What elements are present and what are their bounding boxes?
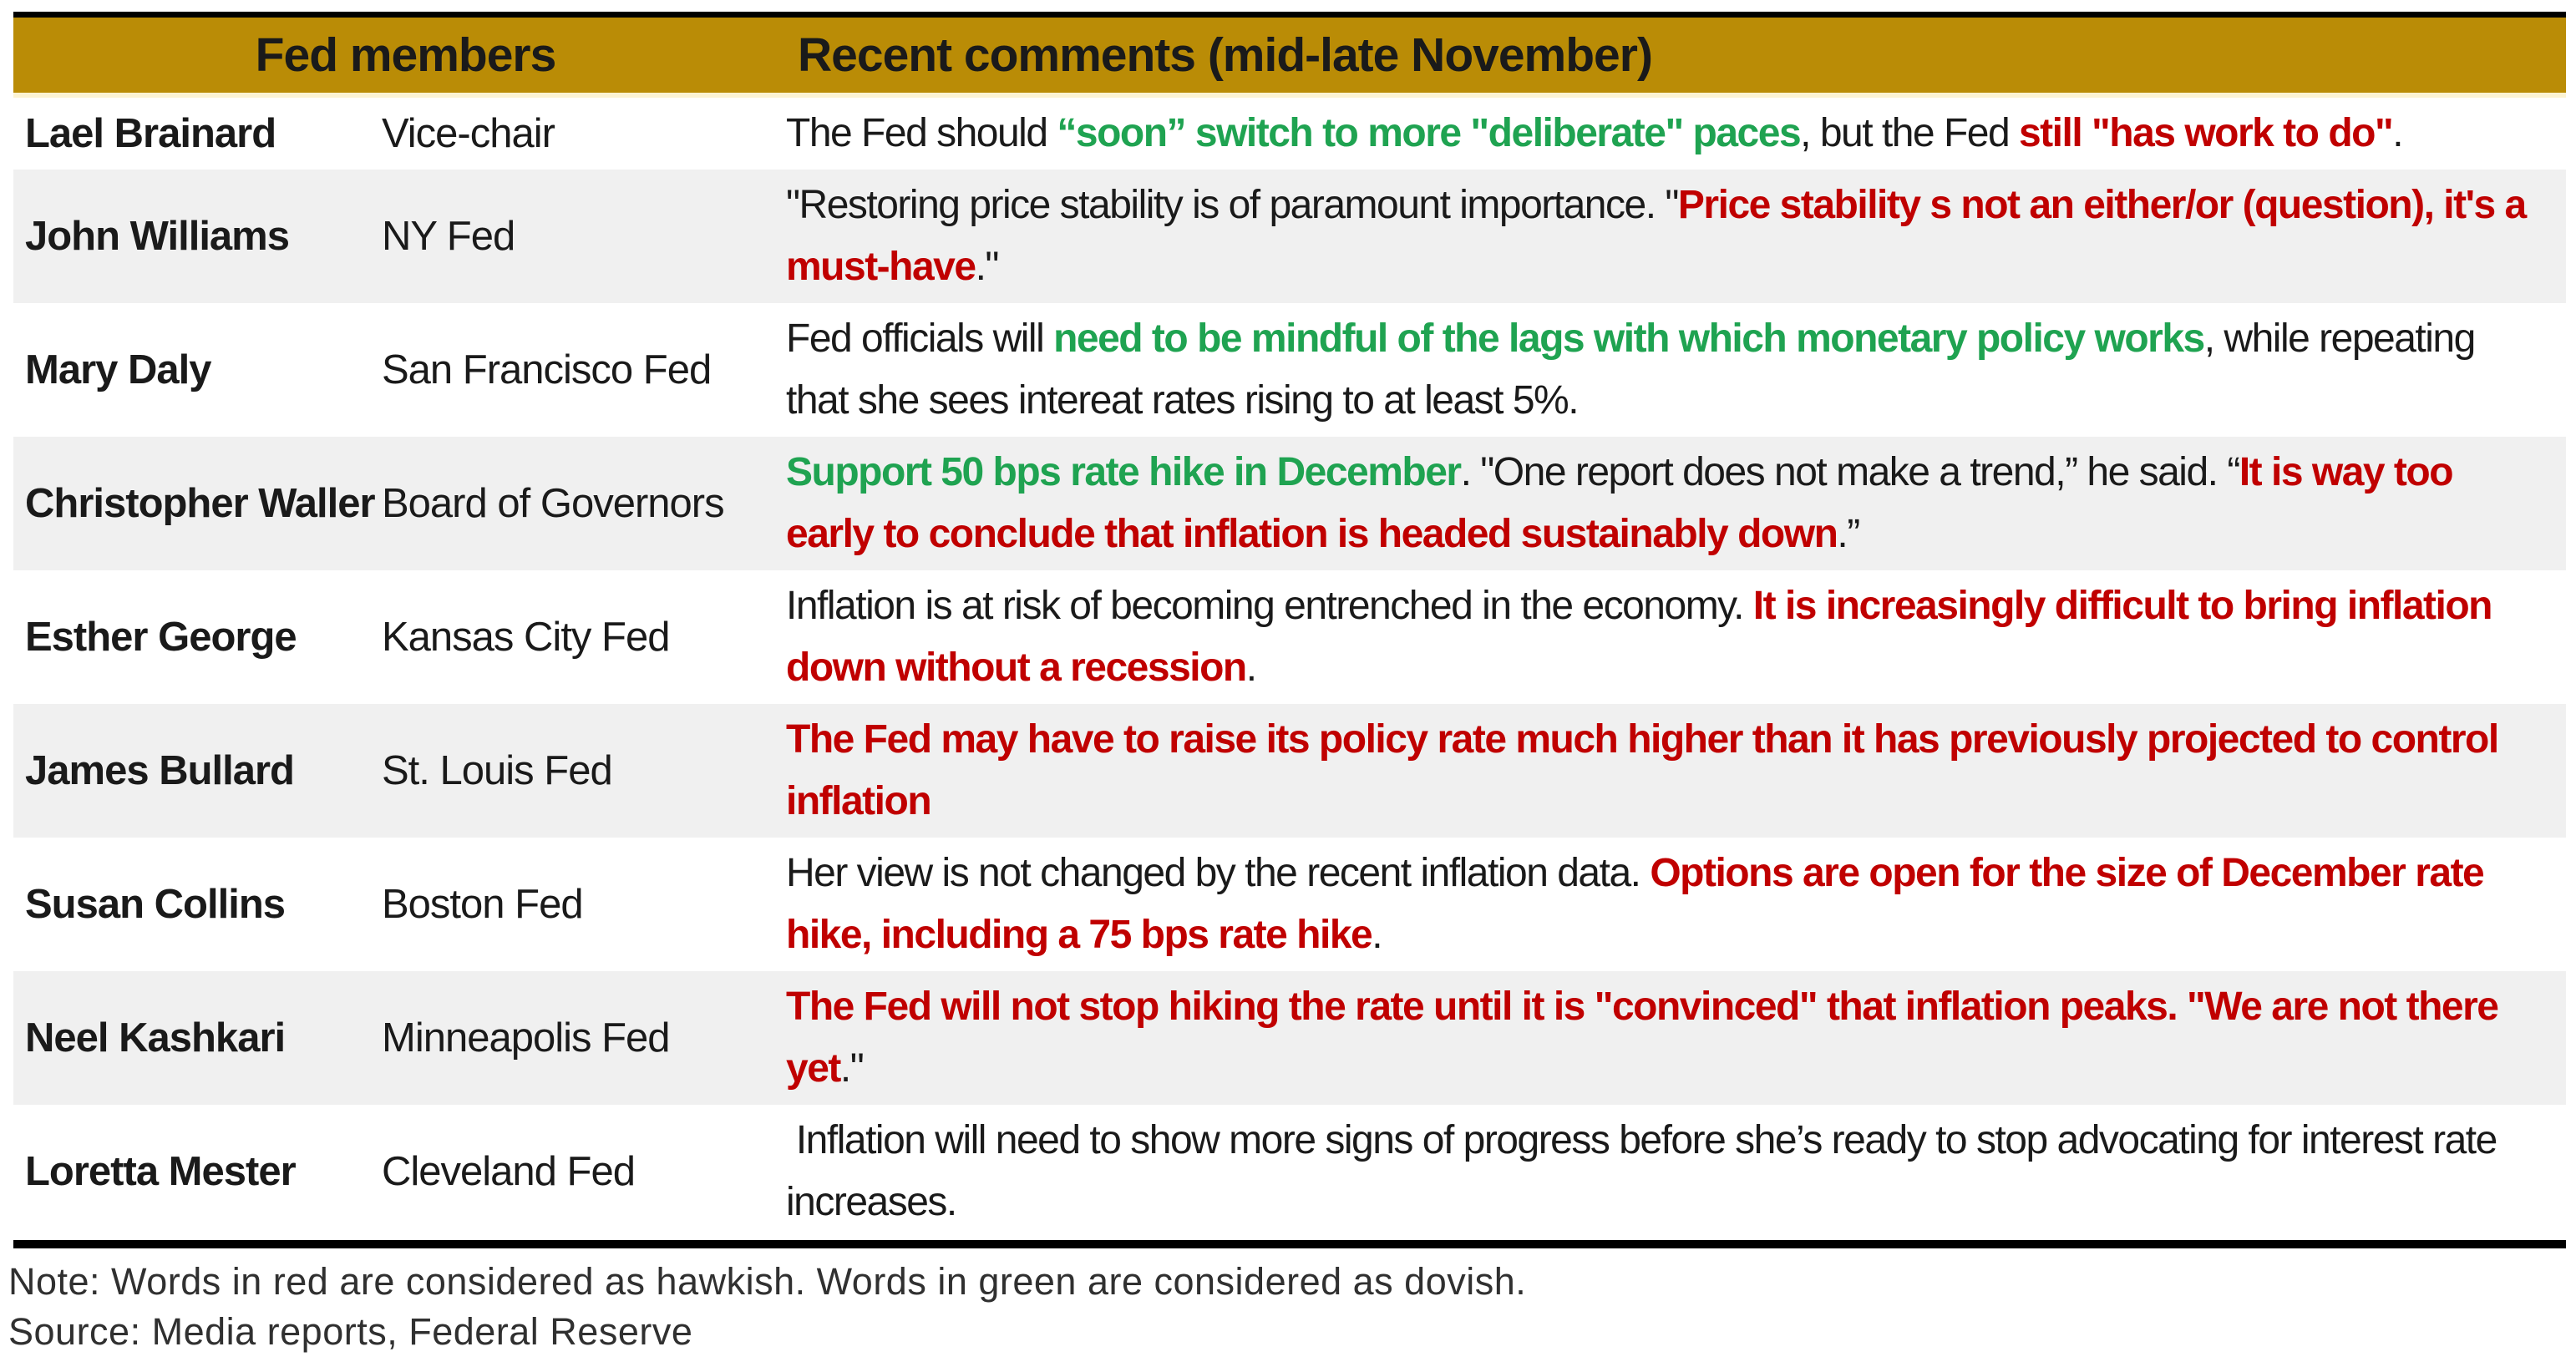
comment-segment-neutral: , while repeating that she sees intereat…: [786, 316, 2485, 423]
comment-segment-neutral: Fed officials will: [786, 316, 1054, 361]
member-name: John Williams: [25, 214, 290, 259]
comment-segment-neutral: , but the Fed: [1800, 111, 2019, 155]
member-comment: Inflation will need to show more signs o…: [786, 1105, 2566, 1238]
table-row: Lael Brainard Vice-chair The Fed should “s…: [13, 98, 2566, 170]
member-role: St. Louis Fed: [382, 748, 613, 793]
member-role: Minneapolis Fed: [382, 1015, 671, 1061]
comment-segment-hawkish: still "has work to do": [2018, 111, 2394, 155]
comment-segment-neutral: .": [839, 1046, 865, 1091]
member-comment: The Fed will not stop hiking the rate un…: [786, 971, 2566, 1105]
header-fed-members: Fed members: [255, 28, 557, 82]
table-row: James Bullard St. Louis Fed The Fed may ha…: [13, 704, 2566, 838]
comment-segment-neutral: Inflation will need to show more signs o…: [786, 1118, 2507, 1224]
member-role: NY Fed: [382, 214, 515, 259]
comment-segment-neutral: "Restoring price stability is of paramou…: [786, 183, 1679, 227]
member-comment: "Restoring price stability is of paramou…: [786, 170, 2566, 303]
table-row: Susan Collins Boston Fed Her view is not c…: [13, 838, 2566, 971]
comment-segment-hawkish: The Fed will not stop hiking the rate un…: [786, 985, 2508, 1091]
footer-note: Note: Words in red are considered as haw…: [8, 1260, 1527, 1303]
member-comment: The Fed may have to raise its policy rat…: [786, 704, 2566, 838]
member-name: Loretta Mester: [25, 1149, 297, 1194]
member-name: Esther George: [25, 615, 297, 660]
table-row: Neel Kashkari Minneapolis Fed The Fed will…: [13, 971, 2566, 1105]
table-row: Mary Daly San Francisco Fed Fed officials …: [13, 303, 2566, 437]
member-comment: Support 50 bps rate hike in December. "O…: [786, 437, 2566, 570]
comment-segment-dovish: “soon” switch to more "deliberate" paces: [1057, 111, 1801, 155]
member-name: Lael Brainard: [25, 111, 276, 156]
comment-segment-neutral: .": [975, 245, 1000, 289]
comment-segment-neutral: The Fed should: [786, 111, 1057, 155]
member-name: Christopher Waller: [25, 481, 376, 526]
member-name: James Bullard: [25, 748, 295, 793]
comment-segment-neutral: .”: [1837, 512, 1860, 556]
comment-segment-dovish: Support 50 bps rate hike in December: [786, 450, 1462, 494]
member-role: Boston Fed: [382, 882, 584, 927]
comment-segment-neutral: Her view is not changed by the recent in…: [786, 851, 1651, 895]
header-recent-comments: Recent comments (mid-late November): [798, 28, 1653, 82]
table-row: Loretta Mester Cleveland Fed Inflation wi…: [13, 1105, 2566, 1238]
table-row: John Williams NY Fed "Restoring price stab…: [13, 170, 2566, 303]
top-border: [13, 12, 2566, 18]
comment-segment-dovish: need to be mindful of the lags with whic…: [1053, 316, 2205, 361]
comment-segment-neutral: .: [1372, 913, 1382, 957]
member-role: Vice-chair: [382, 111, 555, 156]
footer: Note: Words in red are considered as haw…: [8, 1257, 2576, 1357]
member-role: Board of Governors: [382, 481, 725, 526]
bottom-border: [13, 1240, 2566, 1248]
member-comment: The Fed should “soon” switch to more "de…: [786, 98, 2566, 170]
table-row: Christopher Waller Board of Governors Supp…: [13, 437, 2566, 570]
footer-source: Source: Media reports, Federal Reserve: [8, 1310, 693, 1353]
member-comment: Fed officials will need to be mindful of…: [786, 303, 2566, 437]
comment-segment-hawkish: It is increasingly difficult to bring in…: [786, 584, 2502, 690]
member-name: Neel Kashkari: [25, 1015, 286, 1061]
member-name: Susan Collins: [25, 882, 286, 927]
comment-segment-neutral: Inflation is at risk of becoming entrenc…: [786, 584, 1753, 628]
comment-segment-neutral: .: [2392, 111, 2403, 155]
comment-segment-neutral: . "One report does not make a trend,” he…: [1460, 450, 2241, 494]
member-name: Mary Daly: [25, 347, 212, 392]
comment-segment-neutral: .: [1245, 645, 1257, 690]
table-row: Esther George Kansas City Fed Inflation is…: [13, 570, 2566, 704]
comment-segment-hawkish: Price stability s not an either/or (ques…: [786, 183, 2536, 289]
table-body: Lael Brainard Vice-chair The Fed should “s…: [13, 98, 2566, 1238]
member-comment: Her view is not changed by the recent in…: [786, 838, 2566, 971]
member-comment: Inflation is at risk of becoming entrenc…: [786, 570, 2566, 704]
comment-segment-hawkish: It is way too early to conclude that inf…: [786, 450, 2462, 556]
fed-comments-table: Fed members Recent comments (mid-late No…: [13, 12, 2566, 1248]
table-header: Fed members Recent comments (mid-late No…: [13, 18, 2566, 98]
member-role: Kansas City Fed: [382, 615, 671, 660]
comment-segment-hawkish: The Fed may have to raise its policy rat…: [786, 717, 2508, 823]
comment-segment-hawkish: Options are open for the size of Decembe…: [786, 851, 2494, 957]
member-role: San Francisco Fed: [382, 347, 712, 392]
member-role: Cleveland Fed: [382, 1149, 636, 1194]
